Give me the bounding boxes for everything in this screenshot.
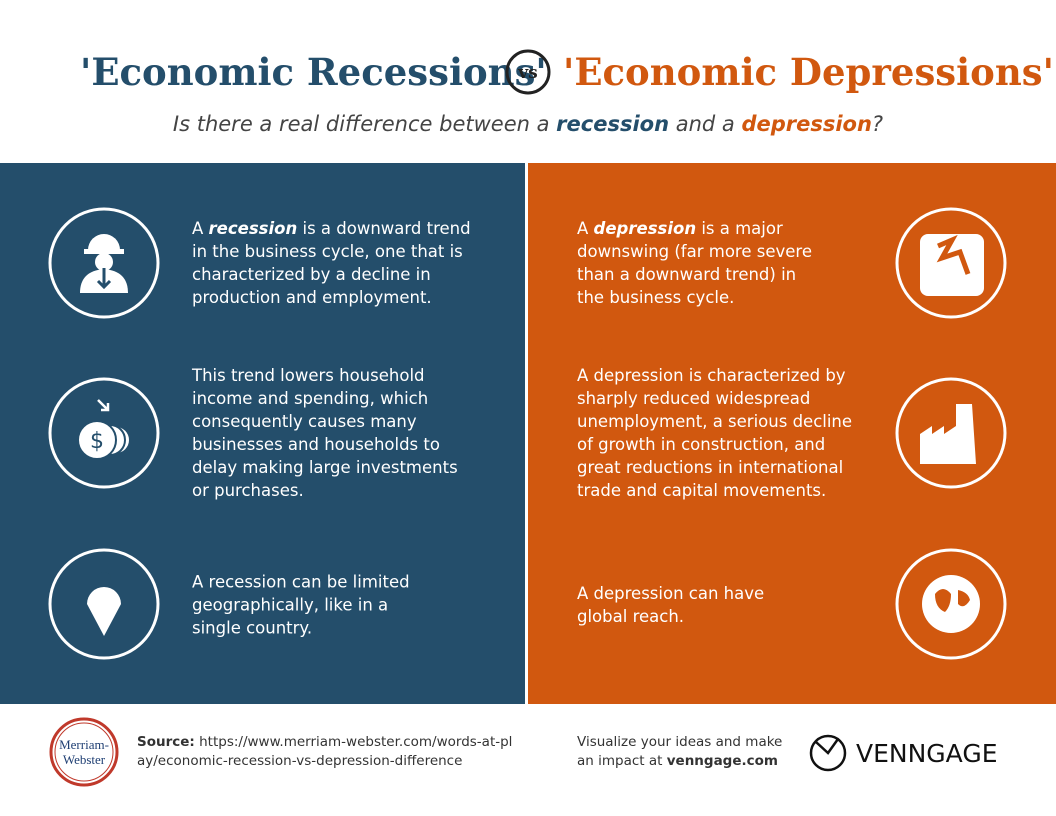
text: is a major downswing (far more severe th… [577,219,812,307]
keyword: recession [208,219,298,238]
icons: $ [48,207,1007,660]
recession-effects: This trend lowers household income and s… [192,364,467,502]
text: A [577,219,594,238]
venngage-logo: VENNGAGE [809,734,998,772]
title-right: 'Economic Depressions' [563,50,1054,94]
text: This trend lowers household income and s… [192,366,458,500]
tagline: Visualize your ideas and make an impact … [577,733,787,771]
title-left: 'Economic Recessions' [80,50,547,94]
tagline-text: Visualize your ideas and make an impact … [577,734,783,769]
subtitle-text: ? [871,112,884,136]
source: Source: https://www.merriam-webster.com/… [137,733,517,771]
subtitle-text: Is there a real difference between a [172,112,557,136]
brand: VENNGAGE [856,739,998,768]
subtitle: Is there a real difference between a rec… [0,112,1056,136]
text: A depression can have global reach. [577,584,765,626]
source-label: Source: [137,734,195,750]
keyword: depression [593,219,697,238]
source-url[interactable]: https://www.merriam-webster.com/words-at… [137,734,513,769]
subtitle-recession: recession [556,112,670,136]
text: A [192,219,209,238]
text: is a downward trend in the business cycl… [192,219,471,307]
depression-scope: A depression can have global reach. [577,582,777,628]
logo-text: Webster [63,752,106,767]
depression-definition: A depression is a major downswing (far m… [577,217,827,309]
vs-badge: vs [505,49,551,95]
subtitle-text: and a [669,112,742,136]
recession-scope: A recession can be limited geographicall… [192,571,432,640]
subtitle-depression: depression [741,112,872,136]
text: A depression is characterized by sharply… [577,366,853,500]
tagline-link[interactable]: venngage.com [666,753,778,769]
merriam-webster-logo: Merriam- Webster [49,717,119,787]
recession-definition: A recession is a downward trend in the b… [192,217,477,309]
text: A recession can be limited geographicall… [192,572,410,638]
vs: vs [517,63,537,83]
depression-effects: A depression is characterized by sharply… [577,364,862,502]
svg-text:$: $ [90,429,104,454]
logo-text: Merriam- [59,737,109,752]
